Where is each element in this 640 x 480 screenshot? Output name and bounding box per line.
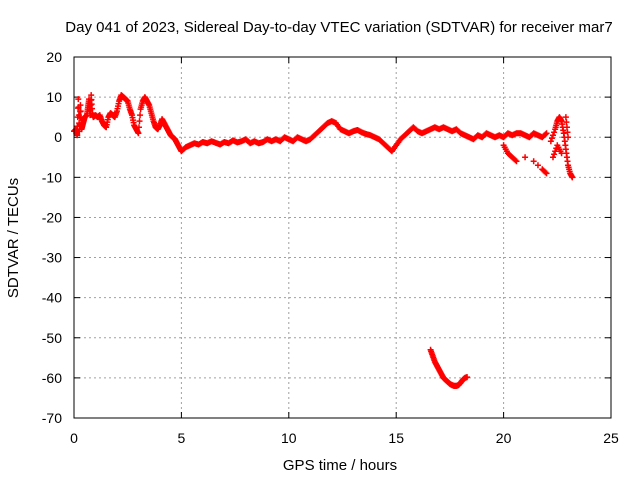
data-point-main [551, 129, 558, 136]
data-point-main [136, 118, 143, 125]
y-tick-label: -70 [42, 410, 62, 426]
data-point-main [74, 132, 81, 139]
data-point-main [137, 112, 144, 119]
data-point-main [548, 135, 555, 142]
x-tick-label: 5 [178, 430, 186, 446]
y-tick-label: 20 [46, 49, 62, 65]
grid-lines [74, 57, 611, 418]
x-axis-ticks: 0 5 10 15 20 25 [70, 57, 619, 446]
data-point-main [135, 130, 142, 137]
data-point-main [513, 158, 520, 165]
x-tick-label: 25 [603, 430, 619, 446]
y-tick-label: 10 [46, 89, 62, 105]
x-tick-label: 15 [388, 430, 404, 446]
x-tick-label: 10 [281, 430, 297, 446]
x-tick-label: 20 [496, 430, 512, 446]
data-point-main [135, 124, 142, 131]
data-point-main [534, 162, 541, 169]
data-point-main [569, 174, 576, 181]
data-point-main [551, 151, 558, 158]
y-tick-label: -10 [42, 169, 62, 185]
y-axis-label: SDTVAR / TECUs [5, 178, 22, 298]
x-axis-label: GPS time / hours [283, 457, 397, 474]
data-point-main [77, 102, 84, 109]
y-tick-label: -20 [42, 209, 62, 225]
data-point-main [558, 150, 565, 157]
data-point-dip [464, 374, 471, 381]
y-tick-label: 0 [54, 129, 62, 145]
data-points [71, 92, 576, 389]
y-axis-ticks: -70 -60 -50 -40 -30 -20 -10 0 10 20 [42, 49, 611, 426]
data-point-main [543, 130, 550, 137]
data-point-main [512, 157, 519, 164]
data-point-main [75, 96, 82, 103]
data-point-main [563, 124, 570, 131]
chart-title: Day 041 of 2023, Sidereal Day-to-day VTE… [65, 19, 612, 36]
data-point-main [543, 170, 550, 177]
data-point-main [563, 119, 570, 126]
data-point-main [550, 132, 557, 139]
data-point-main [547, 138, 554, 145]
data-point-main [542, 131, 549, 138]
data-point-main [87, 102, 94, 109]
plot-frame [73, 56, 612, 419]
data-point-main [552, 148, 559, 155]
data-point-main [562, 114, 569, 121]
x-tick-label: 0 [70, 430, 78, 446]
data-point-main [77, 108, 84, 115]
y-tick-label: -40 [42, 290, 62, 306]
data-point-main [522, 154, 529, 161]
data-point-main [564, 129, 571, 136]
data-point-main [550, 154, 557, 161]
data-point-main [530, 158, 537, 165]
y-tick-label: -30 [42, 250, 62, 266]
y-tick-label: -60 [42, 370, 62, 386]
y-tick-label: -50 [42, 330, 62, 346]
data-point-main [542, 169, 549, 176]
data-point-main [565, 134, 572, 141]
